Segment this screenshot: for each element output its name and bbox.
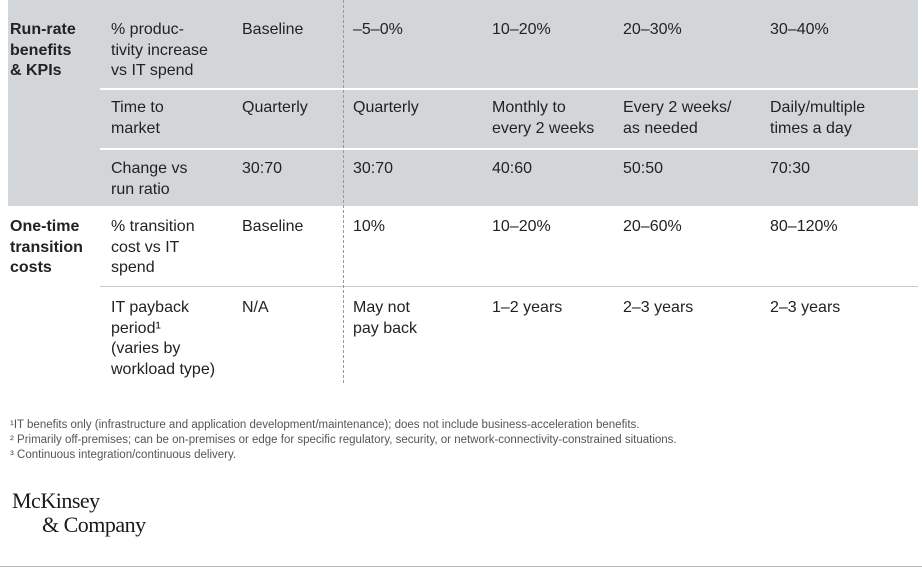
text-line: market [111, 119, 160, 137]
row-separator [100, 286, 918, 287]
text-line: 10–20% [492, 218, 551, 235]
text-line: 30–40% [770, 21, 829, 38]
text-line: 2–3 years [623, 299, 694, 316]
cell: 2–3 years [770, 298, 840, 319]
text-line: Baseline [242, 218, 304, 235]
cell: 30:70 [353, 159, 393, 180]
text-line: times a day [770, 119, 852, 137]
metric-label: Change vs run ratio [111, 159, 188, 200]
text-line: Every 2 weeks/ [623, 99, 732, 116]
text-line: N/A [242, 299, 269, 316]
text-line: 20–30% [623, 21, 682, 38]
cell: Monthly to every 2 weeks [492, 98, 594, 139]
cell: 1–2 years [492, 298, 562, 319]
logo-line: & Company [42, 512, 146, 537]
cell: Quarterly [353, 98, 419, 119]
text-line: period¹ [111, 319, 161, 337]
text-line: 20–60% [623, 218, 682, 235]
footnote: ³ Continuous integration/continuous deli… [10, 449, 237, 461]
row-separator [100, 88, 918, 90]
text-line: Daily/multiple [770, 99, 866, 116]
text-line: (varies by [111, 340, 181, 357]
metric-label: IT payback period¹ (varies by workload type… [111, 298, 215, 380]
text-line: workload type) [111, 360, 216, 378]
text-line: Change vs [111, 160, 188, 177]
text-line: 40:60 [492, 160, 533, 177]
text-line: costs [10, 259, 52, 276]
text-line: IT payback [111, 299, 189, 316]
text-line: pay back [353, 319, 418, 337]
text-line: vs IT spend [111, 62, 194, 79]
text-line: One-time [10, 218, 80, 235]
cell: 10–20% [492, 20, 551, 41]
text-line: 80–120% [770, 218, 838, 235]
text-line: Run-rate [10, 21, 76, 38]
text-line: 10–20% [492, 21, 551, 38]
text-line: & KPIs [10, 62, 62, 79]
text-line: 50:50 [623, 160, 664, 177]
table: Run-rate benefits & KPIs % produc-tivity in… [8, 0, 918, 383]
logo-line: McKinsey [12, 488, 100, 513]
footnote: ² Primarily off-premises; can be on-prem… [10, 434, 677, 446]
footnote: ¹IT benefits only (infrastructure and ap… [10, 419, 640, 431]
text-line: Baseline [242, 21, 304, 38]
text-line: 2–3 years [770, 299, 841, 316]
text-line: transition [10, 238, 83, 256]
metric-label: Time to market [111, 98, 164, 139]
cell: Daily/multiple times a day [770, 98, 865, 139]
cell: Baseline [242, 20, 303, 41]
cell: 70:30 [770, 159, 810, 180]
text-line: May not [353, 299, 410, 316]
cell: 30–40% [770, 20, 829, 41]
text-line: 70:30 [770, 160, 811, 177]
text-line: % produc- [111, 21, 184, 38]
text-line: Quarterly [242, 99, 308, 116]
text-line: Time to [111, 99, 164, 116]
cell: May not pay back [353, 298, 417, 339]
text-line: tivity increase [111, 41, 208, 59]
cell: 10% [353, 217, 385, 238]
text-line: every 2 weeks [492, 119, 595, 137]
text-line: Monthly to [492, 99, 566, 116]
text-line: % transition [111, 218, 195, 235]
text-line: 30:70 [353, 160, 394, 177]
cell: N/A [242, 298, 269, 319]
cell: 20–30% [623, 20, 682, 41]
cell: 50:50 [623, 159, 663, 180]
text-line: benefits [10, 41, 72, 59]
group-label: Run-rate benefits & KPIs [10, 20, 76, 82]
cell: 40:60 [492, 159, 532, 180]
text-line: –5–0% [353, 21, 403, 38]
text-line: spend [111, 259, 155, 276]
text-line: 30:70 [242, 160, 283, 177]
row-separator [100, 148, 918, 150]
cell: 10–20% [492, 217, 551, 238]
text-line: 1–2 years [492, 299, 563, 316]
cell: 30:70 [242, 159, 282, 180]
metric-label: % transition cost vs IT spend [111, 217, 195, 279]
cell: 20–60% [623, 217, 682, 238]
metric-label: % produc-tivity increase vs IT spend [111, 20, 208, 82]
cell: Baseline [242, 217, 303, 238]
group-label: One-time transition costs [10, 217, 83, 279]
text-line: cost vs IT [111, 238, 180, 256]
text-line: Quarterly [353, 99, 419, 116]
text-line: 10% [353, 218, 386, 235]
text-line: run ratio [111, 180, 170, 198]
cell: –5–0% [353, 20, 403, 41]
cell: 80–120% [770, 217, 838, 238]
cell: Every 2 weeks/as needed [623, 98, 731, 139]
cell: Quarterly [242, 98, 308, 119]
text-line: as needed [623, 119, 698, 137]
cell: 2–3 years [623, 298, 693, 319]
group-background [8, 0, 918, 206]
bottom-rule [0, 566, 922, 567]
divider [343, 0, 344, 383]
